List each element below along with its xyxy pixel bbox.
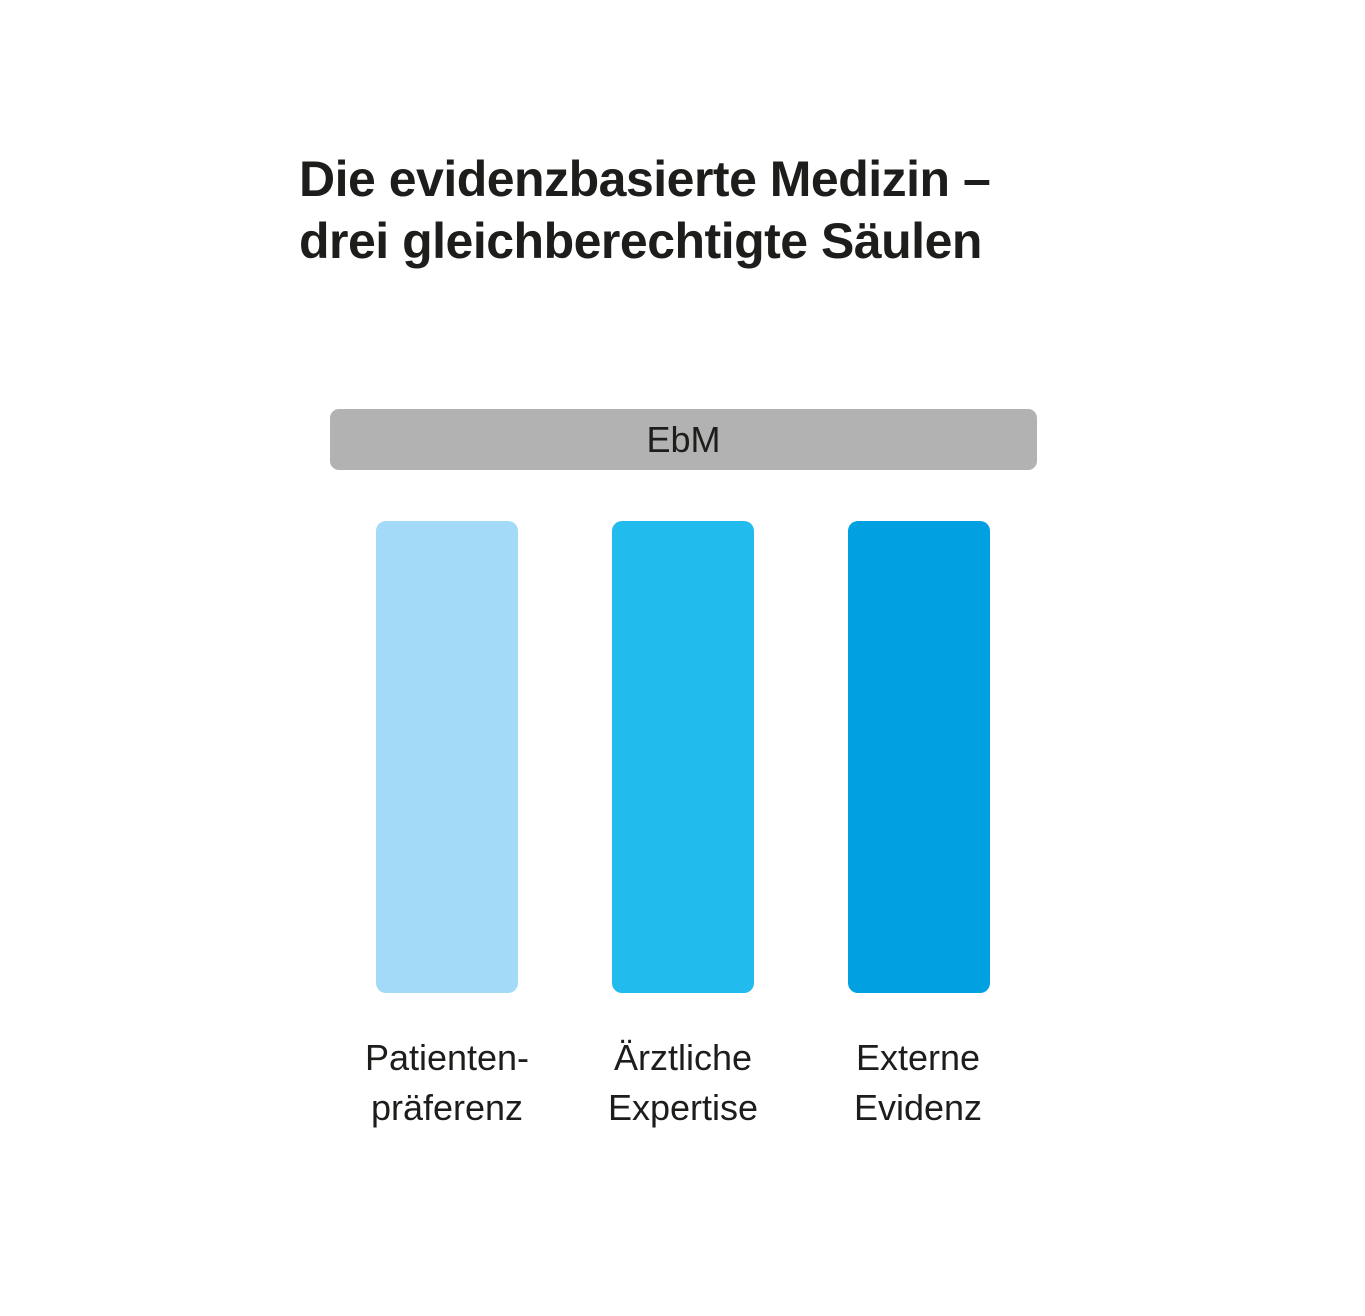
- pillar-label-patientenpraeferenz: Patienten- präferenz: [327, 1033, 567, 1133]
- pillar-label-line-1: Patienten-: [364, 1037, 530, 1078]
- ebm-roof-label: EbM: [646, 418, 721, 460]
- pillar-label-line-2: Evidenz: [853, 1087, 983, 1128]
- title-line-2: drei gleichberechtigte Säulen: [299, 213, 982, 269]
- pillar-label-aerztliche-expertise: Ärztliche Expertise: [563, 1033, 803, 1133]
- pillar-label-externe-evidenz: Externe Evidenz: [798, 1033, 1038, 1133]
- pillar-patientenpraeferenz: [376, 521, 518, 993]
- pillar-label-line-2: Expertise: [607, 1087, 759, 1128]
- ebm-roof-bar: EbM: [330, 409, 1037, 470]
- pillar-externe-evidenz: [848, 521, 990, 993]
- pillar-label-line-1: Externe: [855, 1037, 981, 1078]
- pillar-label-line-1: Ärztliche: [613, 1037, 753, 1078]
- diagram-title: Die evidenzbasierte Medizin – drei gleic…: [299, 148, 1199, 272]
- pillar-aerztliche-expertise: [612, 521, 754, 993]
- pillar-label-line-2: präferenz: [370, 1087, 524, 1128]
- title-line-1: Die evidenzbasierte Medizin –: [299, 151, 991, 207]
